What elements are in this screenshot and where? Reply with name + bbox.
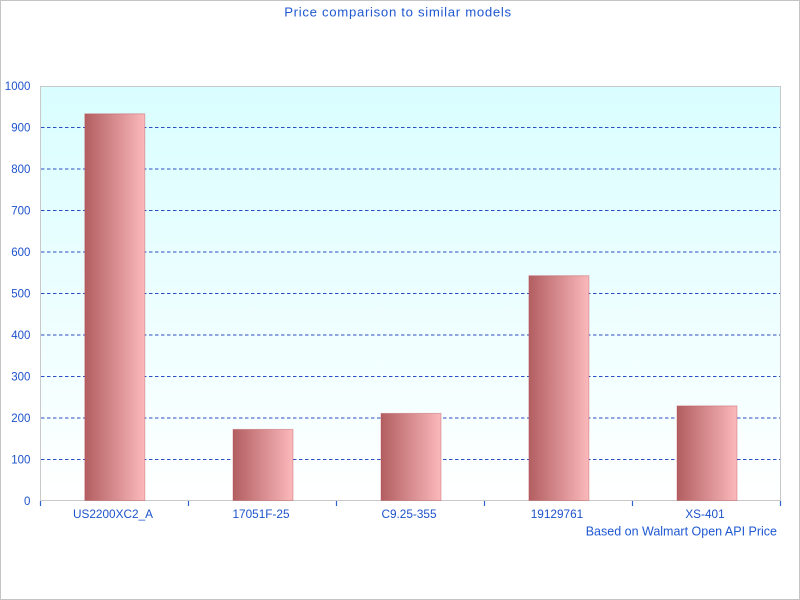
svg-text:600: 600 [11,247,30,259]
svg-text:17051F-25: 17051F-25 [232,507,289,521]
svg-text:700: 700 [11,206,30,218]
svg-text:300: 300 [11,372,30,384]
svg-text:400: 400 [11,330,30,342]
svg-text:19129761: 19129761 [531,507,584,521]
svg-text:200: 200 [11,413,30,425]
svg-text:Based on Walmart Open API Pric: Based on Walmart Open API Price [586,524,777,538]
svg-text:100: 100 [11,455,30,467]
svg-text:500: 500 [11,289,30,301]
svg-text:1000: 1000 [5,81,31,93]
svg-text:900: 900 [11,123,30,135]
svg-text:0: 0 [24,496,30,508]
svg-text:800: 800 [11,164,30,176]
svg-text:US2200XC2_A: US2200XC2_A [73,507,153,521]
svg-text:C9.25-355: C9.25-355 [381,507,437,521]
svg-text:XS-401: XS-401 [685,507,724,521]
svg-text:Price comparison to similar mo: Price comparison to similar models [284,4,512,19]
